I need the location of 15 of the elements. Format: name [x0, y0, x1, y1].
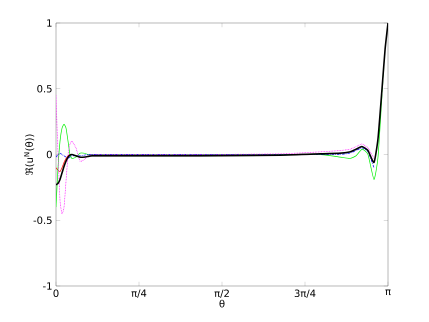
y-axis-title: ℜ(u$^{N}$(θ)): [24, 134, 34, 175]
x-tick-label: 3π/4: [294, 290, 316, 298]
y-tick-label: 0: [46, 150, 52, 158]
line-series: [56, 94, 374, 214]
x-tick-label: π: [385, 290, 391, 296]
line-series: [56, 148, 374, 168]
x-tick-label: π/2: [214, 290, 229, 298]
y-tick-label: 0.5: [37, 84, 52, 93]
line-series: [56, 22, 388, 186]
x-axis-title: θ: [220, 300, 224, 308]
x-tick-label: π/4: [132, 290, 146, 298]
y-tick-label: -1: [43, 282, 52, 290]
x-tick-label: 0: [53, 290, 59, 298]
y-tick-label: 1: [47, 19, 52, 27]
y-tick-label: -0.5: [34, 216, 52, 224]
